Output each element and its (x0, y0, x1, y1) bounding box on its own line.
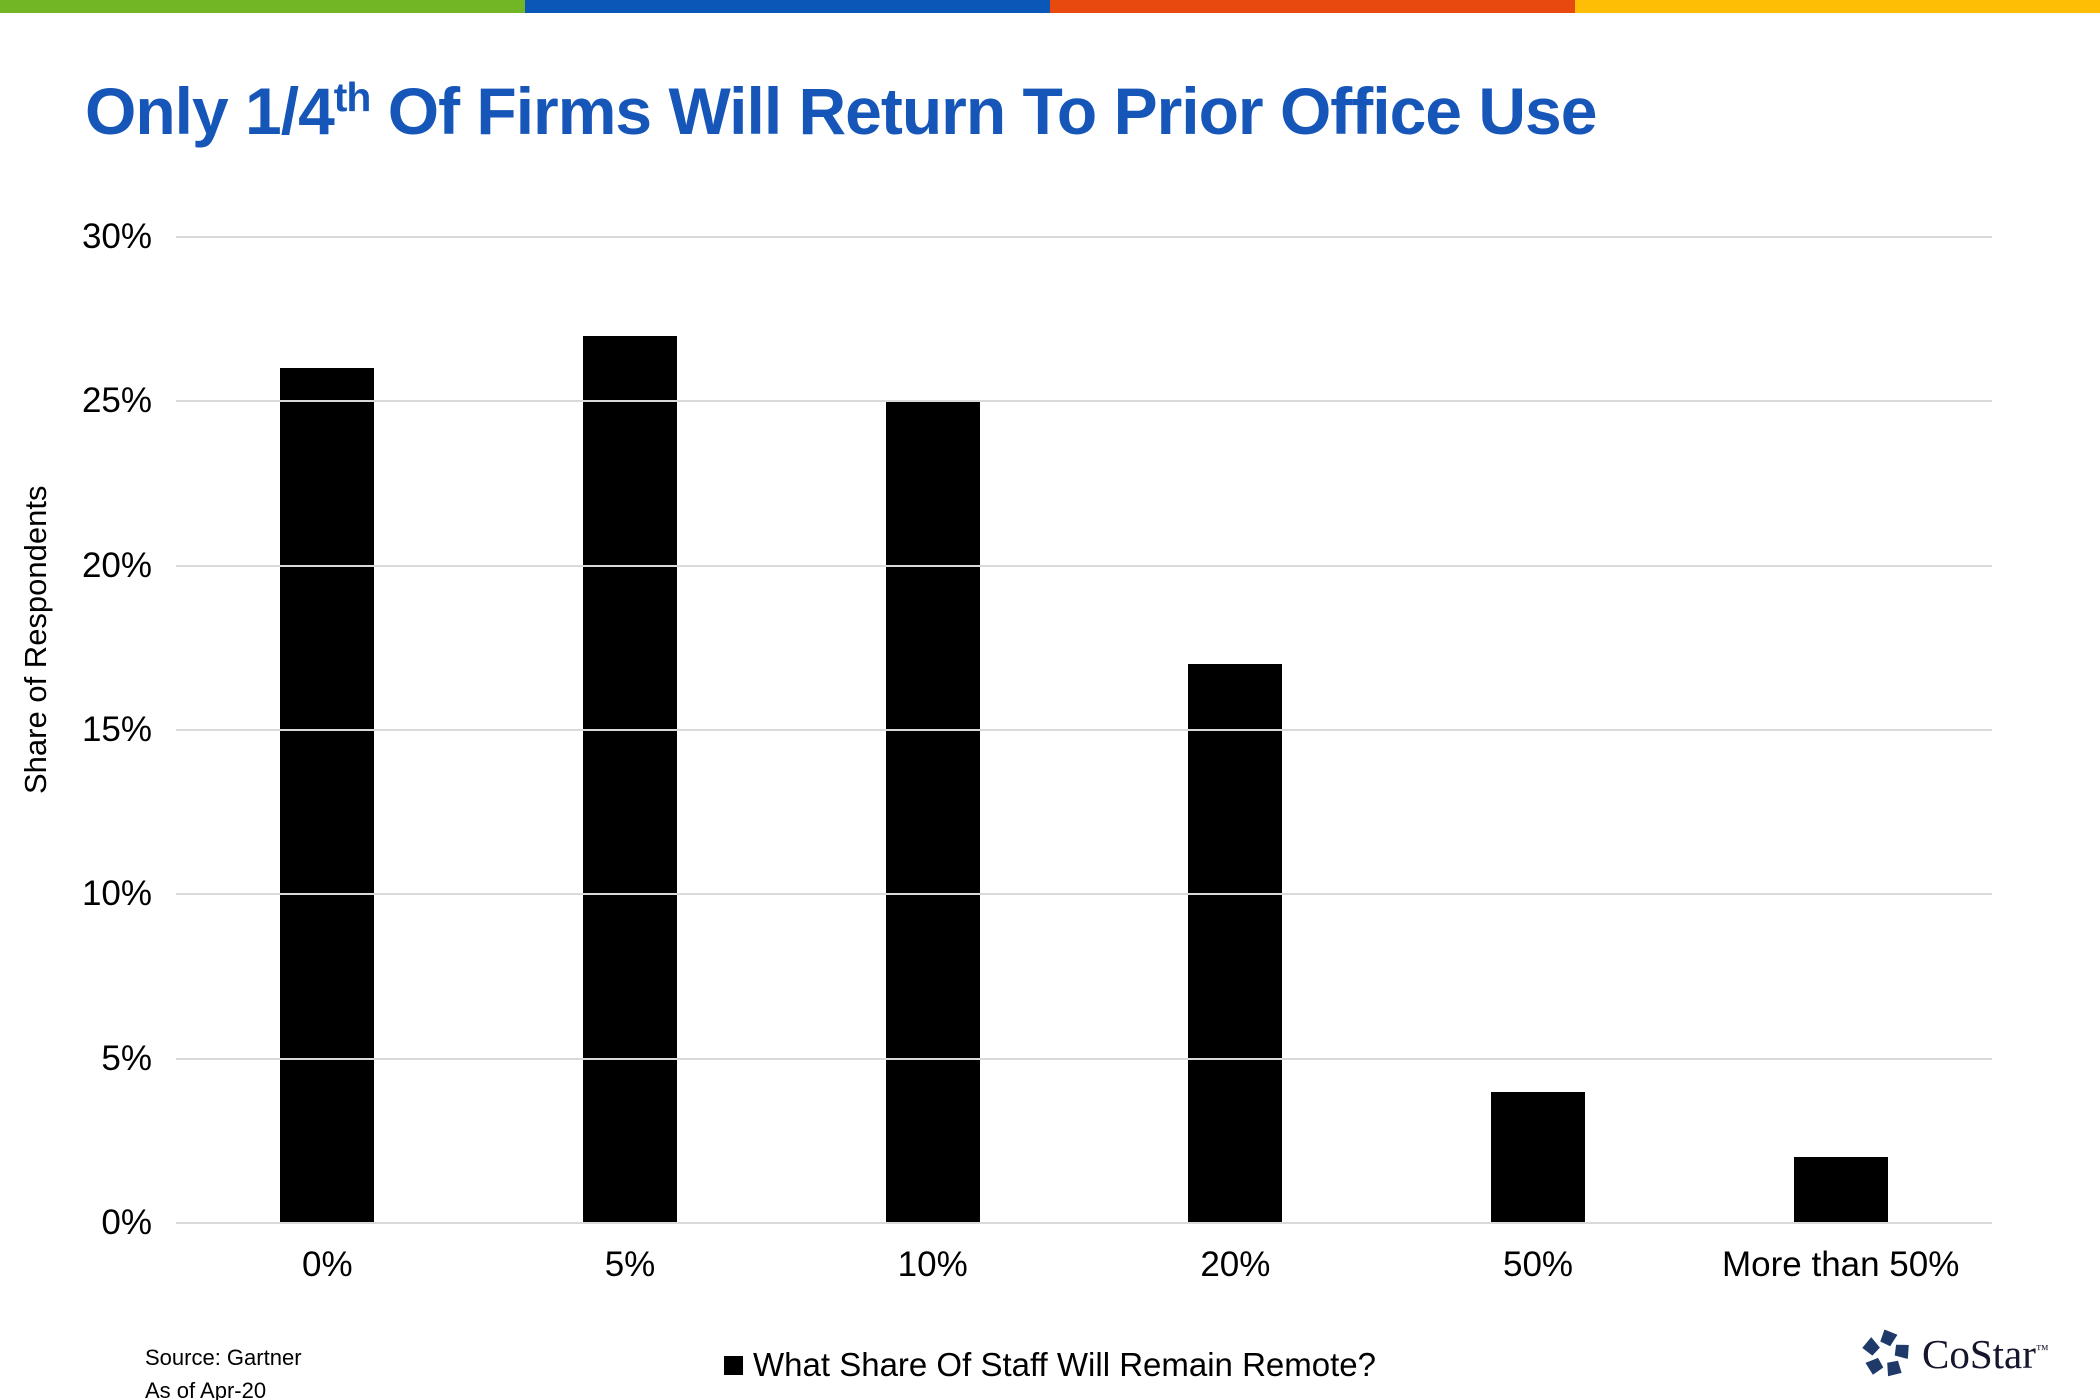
gridline-5% (176, 1057, 1992, 1060)
costar-pinwheel-icon (1862, 1329, 1909, 1377)
gridline-10% (176, 893, 1992, 896)
x-tick-label: 5% (604, 1245, 656, 1284)
y-tick-label: 10% (81, 874, 152, 914)
y-tick-label: 15% (81, 710, 152, 749)
bar (1188, 664, 1283, 1223)
x-tick-label: 20% (1200, 1245, 1271, 1284)
trademark-symbol: ™ (2035, 1340, 2049, 1356)
source-note: Source: Gartner As of Apr-20 (145, 1341, 302, 1400)
accent-stripe-segment-3 (1050, 0, 1575, 13)
page-title: Only 1/4th Of Firms Will Return To Prior… (85, 77, 1597, 144)
x-tick-label: 10% (897, 1245, 968, 1284)
gridline-15% (176, 729, 1992, 731)
gridline-0% (176, 1222, 1992, 1224)
accent-stripe-segment-2 (525, 0, 1050, 13)
x-tick-label: 50% (1502, 1245, 1574, 1284)
costar-logo-text: CoStar™ (1922, 1330, 2049, 1377)
bar-slot (1689, 237, 1992, 1223)
bars-row (176, 237, 1992, 1223)
plot-area (176, 236, 1992, 1224)
costar-wordmark: CoStar (1922, 1330, 2036, 1377)
bar (885, 401, 980, 1223)
x-axis-labels: 0% 5% 10% 20% 50% More than 50% (176, 1245, 1992, 1285)
bar-slot (781, 237, 1084, 1223)
y-tick-label: 0% (101, 1203, 152, 1242)
bar (1793, 1157, 1888, 1223)
pinwheel-petals (1862, 1329, 1909, 1377)
bar (280, 368, 375, 1223)
y-tick-label: 5% (101, 1038, 152, 1078)
title-text: Only 1/4 (85, 74, 335, 148)
bar-slot (1387, 237, 1690, 1223)
legend-label: What Share Of Staff Will Remain Remote? (753, 1346, 1376, 1383)
chart-legend: What Share Of Staff Will Remain Remote? (724, 1346, 1376, 1384)
y-tick-label: 20% (81, 545, 152, 585)
x-tick-label: More than 50% (1722, 1245, 1960, 1284)
gridline-25% (176, 400, 1992, 403)
y-tick-label: 30% (81, 217, 152, 256)
y-axis-labels: 0% 5% 10% 15% 20% 25% 30% (0, 217, 152, 1242)
title-superscript: th (333, 74, 372, 120)
costar-logo: CoStar™ (1860, 1328, 2049, 1380)
source-line: Source: Gartner (145, 1345, 302, 1370)
bar-slot (479, 237, 782, 1223)
accent-stripe-segment-1 (0, 0, 525, 13)
title-text-rest: Of Firms Will Return To Prior Office Use (370, 74, 1598, 148)
bar-slot (1084, 237, 1387, 1223)
as-of-line: As of Apr-20 (145, 1378, 267, 1400)
x-tick-label: 0% (302, 1245, 353, 1284)
gridline-20% (176, 564, 1992, 567)
bar (1491, 1091, 1586, 1223)
accent-stripe-segment-4 (1575, 0, 2100, 13)
legend-square-marker (724, 1355, 744, 1375)
bar-slot (176, 237, 479, 1223)
y-tick-label: 25% (81, 381, 152, 421)
gridline-30% (176, 236, 1992, 238)
bar (583, 335, 677, 1223)
accent-stripe (0, 0, 2100, 13)
